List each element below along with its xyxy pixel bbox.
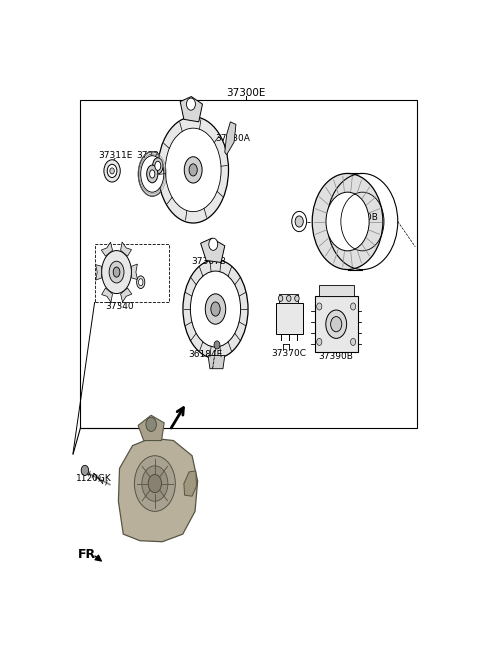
Ellipse shape [102,250,132,294]
Ellipse shape [109,261,124,283]
Ellipse shape [211,302,220,316]
Ellipse shape [150,170,155,178]
Text: 37370C: 37370C [271,348,306,357]
Circle shape [287,296,291,302]
Circle shape [317,303,322,310]
Ellipse shape [137,276,145,288]
Text: 37311E: 37311E [98,151,132,160]
Text: 37300E: 37300E [226,88,266,98]
Circle shape [146,417,156,432]
Polygon shape [102,288,112,302]
Circle shape [350,338,356,346]
Circle shape [107,164,117,177]
Ellipse shape [139,279,143,286]
Bar [315,296,358,352]
Circle shape [134,456,175,511]
Polygon shape [180,97,203,122]
Polygon shape [101,242,112,256]
Ellipse shape [165,128,221,212]
Bar [81,100,417,428]
Circle shape [331,317,342,332]
Text: FR.: FR. [78,548,101,561]
Polygon shape [208,355,225,369]
Polygon shape [201,238,225,263]
Circle shape [292,212,307,232]
Circle shape [350,303,356,310]
Circle shape [110,168,114,174]
Ellipse shape [138,152,166,196]
Text: 37340: 37340 [105,302,134,311]
Circle shape [104,160,120,182]
Circle shape [142,466,168,501]
Ellipse shape [184,157,202,183]
Circle shape [326,310,347,338]
Polygon shape [132,264,137,280]
Polygon shape [120,288,132,302]
Polygon shape [225,122,236,155]
Text: 37367B: 37367B [192,258,226,267]
Circle shape [278,296,283,302]
Ellipse shape [141,156,164,192]
Circle shape [295,216,303,227]
Bar [279,294,298,303]
Bar [95,244,169,302]
Text: 36184E: 36184E [188,350,222,359]
Ellipse shape [189,164,197,176]
Polygon shape [138,415,164,441]
Ellipse shape [153,158,163,174]
Circle shape [209,238,218,250]
Ellipse shape [191,271,240,347]
Ellipse shape [158,117,228,223]
Circle shape [295,296,299,302]
Circle shape [81,465,89,476]
Text: 37350B: 37350B [344,213,378,222]
Ellipse shape [326,192,369,251]
Polygon shape [119,438,198,542]
Ellipse shape [312,173,383,269]
Circle shape [214,341,220,349]
Polygon shape [184,471,196,496]
Circle shape [317,338,322,346]
Text: 1120GK: 1120GK [76,474,112,483]
Bar [276,303,302,334]
Circle shape [148,474,162,493]
Ellipse shape [155,162,161,170]
Ellipse shape [113,267,120,277]
Text: 37321A: 37321A [136,151,171,160]
Ellipse shape [205,294,226,324]
Bar [319,285,354,296]
Polygon shape [96,265,101,280]
Text: 37330A: 37330A [216,134,251,143]
Ellipse shape [183,260,248,358]
Polygon shape [120,242,132,256]
Ellipse shape [147,165,158,183]
Circle shape [186,98,195,110]
Text: 37390B: 37390B [319,351,353,361]
